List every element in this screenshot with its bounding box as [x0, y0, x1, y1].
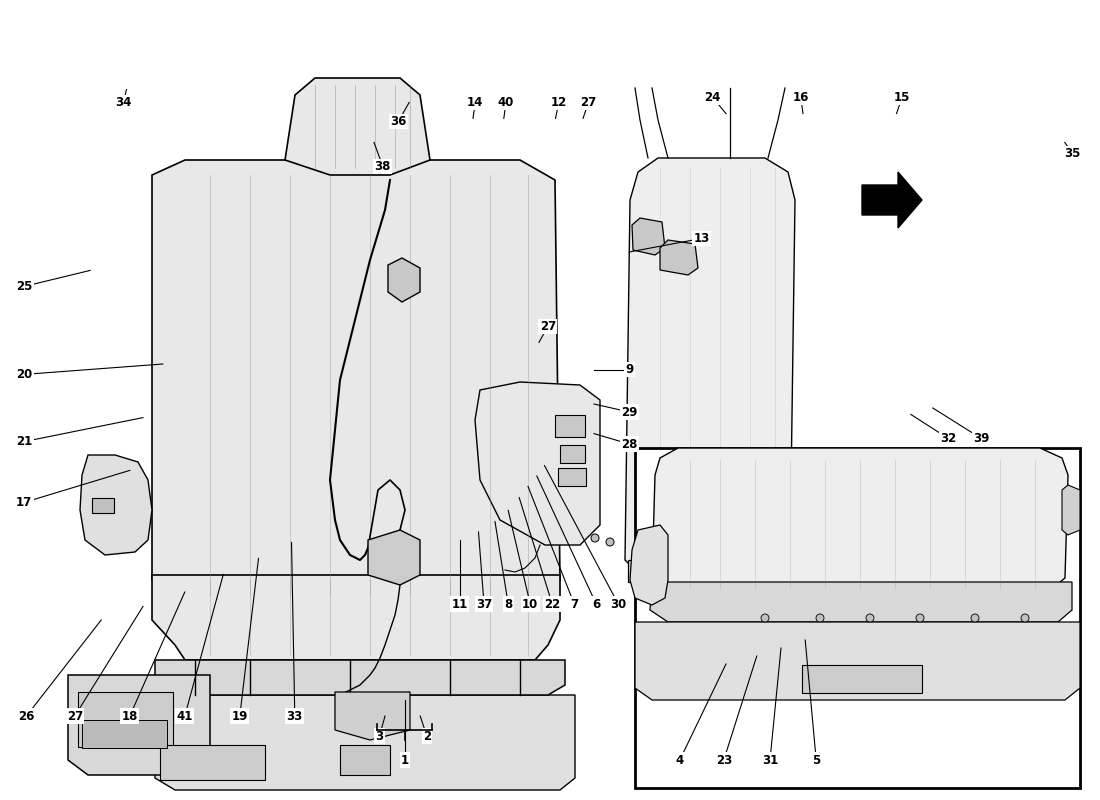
Text: 15: 15: [894, 91, 910, 104]
Circle shape: [916, 614, 924, 622]
Bar: [92, 498, 114, 513]
Text: 39: 39: [974, 432, 989, 445]
Circle shape: [606, 538, 614, 546]
Polygon shape: [475, 382, 600, 545]
Text: 3: 3: [375, 730, 384, 742]
Bar: [560, 445, 585, 463]
Polygon shape: [862, 172, 922, 228]
Polygon shape: [635, 622, 1080, 700]
Text: 19: 19: [232, 710, 248, 722]
Text: 9: 9: [625, 363, 634, 376]
Polygon shape: [152, 160, 560, 600]
Text: eurospares: eurospares: [690, 558, 830, 582]
Bar: [802, 665, 922, 693]
Text: 40: 40: [498, 96, 514, 109]
Polygon shape: [652, 448, 1068, 592]
Bar: [340, 745, 390, 775]
Polygon shape: [80, 455, 152, 555]
Text: 35: 35: [1065, 147, 1080, 160]
Text: 36: 36: [390, 115, 406, 128]
Polygon shape: [285, 78, 430, 175]
Text: 37: 37: [476, 598, 492, 610]
Circle shape: [761, 614, 769, 622]
Polygon shape: [632, 218, 666, 255]
Text: 31: 31: [762, 754, 778, 766]
Text: 16: 16: [793, 91, 808, 104]
Polygon shape: [155, 695, 575, 790]
Polygon shape: [630, 525, 668, 605]
Circle shape: [800, 505, 810, 515]
Text: 24: 24: [705, 91, 720, 104]
Text: 41: 41: [177, 710, 192, 722]
Text: eurospares: eurospares: [169, 358, 310, 382]
Bar: [635, 448, 1080, 788]
Polygon shape: [152, 575, 560, 660]
Bar: [628, 560, 796, 582]
Circle shape: [591, 534, 600, 542]
Text: 25: 25: [16, 280, 32, 293]
Circle shape: [816, 614, 824, 622]
Text: 20: 20: [16, 368, 32, 381]
Text: 7: 7: [570, 598, 579, 610]
Text: 17: 17: [16, 496, 32, 509]
Text: 38: 38: [375, 160, 390, 173]
Polygon shape: [625, 158, 795, 580]
Bar: [78, 692, 173, 747]
Polygon shape: [68, 675, 210, 775]
Bar: [82, 720, 167, 748]
Bar: [556, 415, 585, 437]
Circle shape: [815, 500, 825, 510]
Polygon shape: [368, 530, 420, 585]
Text: 27: 27: [67, 710, 82, 722]
Text: 12: 12: [551, 96, 566, 109]
Circle shape: [971, 614, 979, 622]
Text: eurospares: eurospares: [409, 429, 551, 451]
Text: 26: 26: [19, 710, 34, 722]
Polygon shape: [1062, 485, 1080, 535]
Text: eurospares: eurospares: [639, 363, 781, 386]
Bar: [160, 745, 265, 780]
Text: 30: 30: [610, 598, 626, 610]
Polygon shape: [388, 258, 420, 302]
Text: 6: 6: [592, 598, 601, 610]
Text: 21: 21: [16, 435, 32, 448]
Text: 11: 11: [452, 598, 468, 610]
Text: 27: 27: [540, 320, 556, 333]
Text: 14: 14: [468, 96, 483, 109]
Text: 28: 28: [621, 438, 637, 450]
Text: 2: 2: [422, 730, 431, 742]
Text: 29: 29: [621, 406, 637, 418]
Circle shape: [866, 614, 874, 622]
Text: 34: 34: [116, 96, 131, 109]
Text: 10: 10: [522, 598, 538, 610]
Text: 33: 33: [287, 710, 303, 722]
Polygon shape: [155, 660, 565, 695]
Text: 32: 32: [940, 432, 956, 445]
Text: 27: 27: [581, 96, 596, 109]
Bar: [558, 468, 586, 486]
Polygon shape: [336, 692, 410, 740]
Text: 22: 22: [544, 598, 560, 610]
Text: 5: 5: [812, 754, 821, 766]
Text: 18: 18: [122, 710, 138, 722]
Text: 8: 8: [504, 598, 513, 610]
Circle shape: [1021, 614, 1028, 622]
Polygon shape: [650, 582, 1072, 622]
Text: 13: 13: [694, 232, 710, 245]
Text: 23: 23: [716, 754, 732, 766]
Text: 1: 1: [400, 754, 409, 766]
Text: 4: 4: [675, 754, 684, 766]
Polygon shape: [660, 240, 698, 275]
